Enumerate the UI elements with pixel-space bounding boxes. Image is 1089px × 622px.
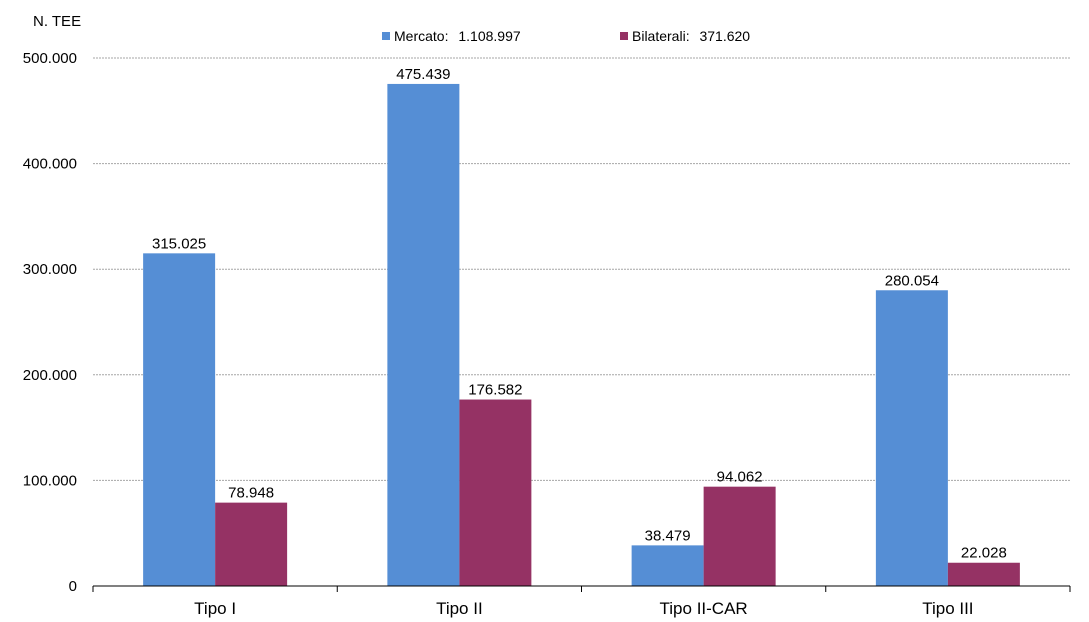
data-label-bilaterali: 176.582 (468, 382, 522, 399)
x-tick-label: Tipo III (922, 599, 973, 618)
legend-label-bilaterali: Bilaterali: 371.620 (632, 28, 750, 44)
bar-mercato (387, 83, 460, 587)
data-label-bilaterali: 94.062 (717, 469, 763, 486)
y-tick-label: 0 (69, 578, 77, 595)
legend-series-name-bilaterali: Bilaterali: (632, 28, 690, 44)
legend-series-name-mercato: Mercato: (394, 28, 448, 44)
bar-bilaterali (215, 502, 288, 586)
bars (143, 83, 1020, 587)
x-tick-label: Tipo I (194, 599, 236, 618)
data-label-mercato: 280.054 (885, 272, 939, 289)
bar-bilaterali (459, 399, 532, 586)
data-labels: 315.025 78.948 475.439 176.582 38.479 94.062 2… (152, 66, 1007, 562)
bar-mercato (631, 545, 704, 586)
data-label-mercato: 38.479 (645, 527, 691, 544)
data-label-bilaterali: 22.028 (961, 545, 1007, 562)
legend-series-total-mercato: 1.108.997 (458, 28, 520, 44)
y-tick-label: 500.000 (23, 50, 77, 67)
legend-series-total-bilaterali: 371.620 (699, 28, 750, 44)
bar-bilaterali (703, 486, 776, 586)
data-label-mercato: 475.439 (396, 66, 450, 83)
legend-swatch-bilaterali (620, 32, 628, 40)
y-tick-label: 200.000 (23, 367, 77, 384)
axes: 0 100.000 200.000 300.000 400.000 500.000 Tipo… (23, 50, 1071, 618)
y-axis-unit-label: N. TEE (33, 13, 81, 30)
data-label-bilaterali: 78.948 (228, 485, 274, 502)
x-tick-label: Tipo II-CAR (660, 599, 748, 618)
y-tick-label: 400.000 (23, 156, 77, 173)
legend: Mercato: 1.108.997 Bilaterali: 371.620 (382, 28, 750, 44)
y-tick-label: 100.000 (23, 472, 77, 489)
bar-mercato (143, 253, 216, 586)
data-label-mercato: 315.025 (152, 235, 206, 252)
bar-mercato (875, 290, 948, 586)
y-tick-label: 300.000 (23, 261, 77, 278)
x-tick-label: Tipo II (436, 599, 483, 618)
legend-swatch-mercato (382, 32, 390, 40)
legend-label-mercato: Mercato: 1.108.997 (394, 28, 521, 44)
bar-bilaterali (947, 562, 1020, 586)
